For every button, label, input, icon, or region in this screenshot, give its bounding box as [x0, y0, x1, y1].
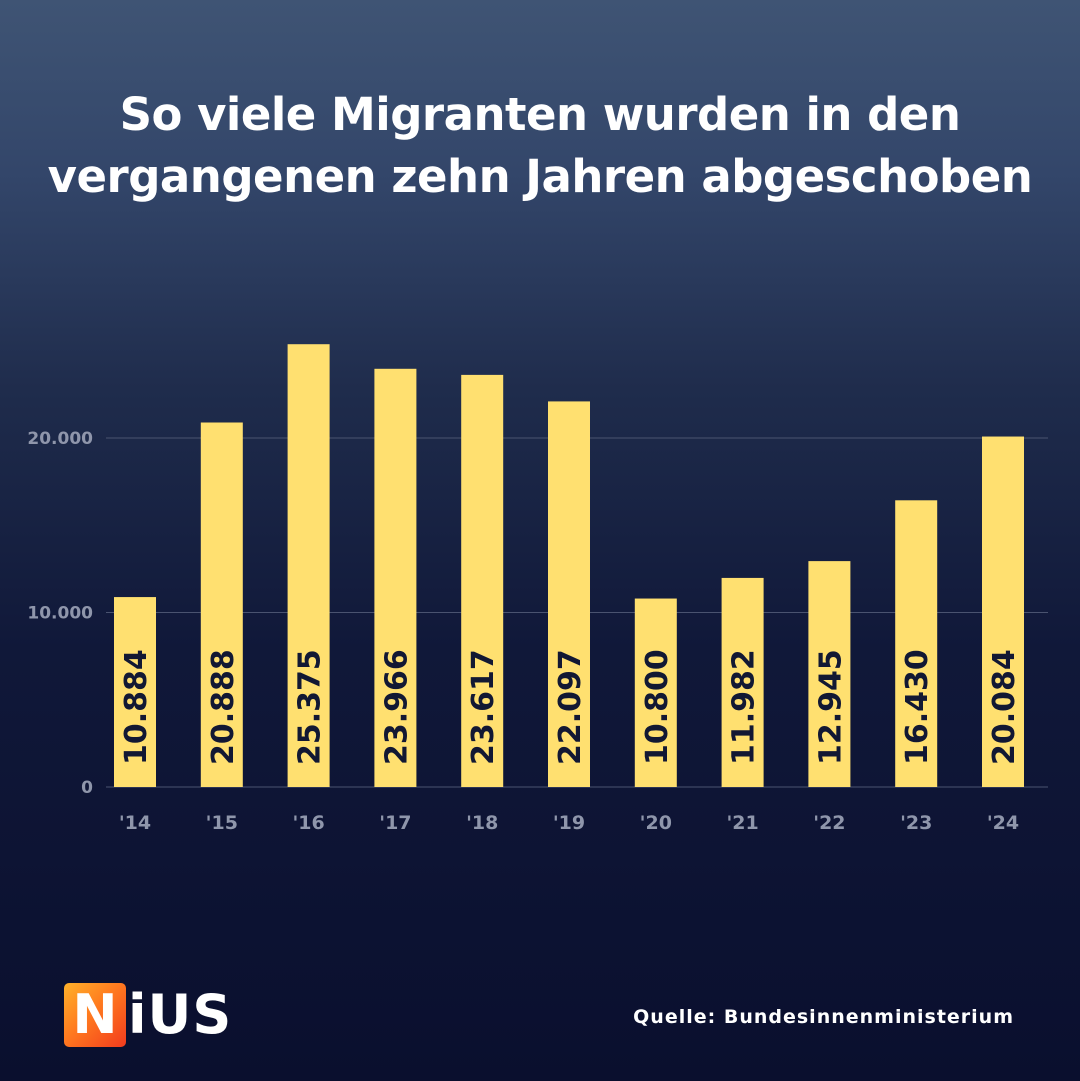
- bar: [634, 598, 677, 787]
- bar-value-label: 16.430: [900, 649, 935, 765]
- x-tick-label: '20: [640, 812, 672, 834]
- bar: [374, 368, 417, 787]
- bar-value-label: 20.888: [206, 649, 241, 765]
- y-tick-label: 0: [81, 778, 93, 798]
- bar: [895, 500, 938, 787]
- y-tick-label: 20.000: [27, 429, 93, 449]
- bar: [548, 401, 590, 787]
- x-tick-label: '16: [292, 812, 324, 834]
- chart-title: So viele Migranten wurden in den vergang…: [0, 84, 1080, 208]
- x-tick-label: '17: [379, 812, 411, 834]
- logo-letter-n: N: [64, 983, 126, 1047]
- x-tick-label: '15: [206, 812, 238, 834]
- nius-logo: N iUS: [64, 983, 232, 1047]
- bar: [808, 561, 851, 787]
- bar-value-label: 12.945: [813, 649, 848, 765]
- x-axis-tick-labels: '14 '15 '16 '17 '18 '19 '20 '21 '22 '23 '24: [119, 812, 1019, 834]
- x-tick-label: '23: [900, 812, 932, 834]
- bar: [721, 577, 764, 787]
- x-tick-label: '24: [987, 812, 1019, 834]
- x-tick-label: '19: [553, 812, 585, 834]
- bar-value-label: 23.966: [379, 649, 414, 765]
- bar-value-label: 11.982: [727, 649, 762, 765]
- bar: [461, 374, 504, 787]
- x-tick-label: '22: [813, 812, 845, 834]
- bar-value-label: 25.375: [293, 649, 328, 765]
- bar-value-label: 10.800: [640, 649, 675, 765]
- y-axis-tick-labels: 0 10.000 20.000: [27, 429, 93, 798]
- chart-title-line-2: vergangenen zehn Jahren abgeschoben: [47, 150, 1033, 203]
- bar: [287, 344, 330, 787]
- chart-title-line-1: So viele Migranten wurden in den: [119, 88, 961, 141]
- bar-value-label: 10.884: [119, 649, 154, 765]
- y-tick-label: 10.000: [27, 604, 93, 624]
- bar: [200, 422, 243, 787]
- bars: 10.884 20.888 25.375 23.966 23.617 22.097 10.8…: [114, 344, 1024, 787]
- bar-value-label: 22.097: [553, 649, 588, 765]
- x-tick-label: '18: [466, 812, 498, 834]
- bar-value-label: 23.617: [466, 649, 501, 765]
- x-tick-label: '21: [726, 812, 758, 834]
- logo-text: iUS: [128, 983, 233, 1046]
- bar: [114, 597, 156, 787]
- bar-value-label: 20.084: [987, 649, 1022, 765]
- x-tick-label: '14: [119, 812, 151, 834]
- source-credit: Quelle: Bundesinnenministerium: [633, 1006, 1014, 1028]
- bar: [982, 436, 1024, 787]
